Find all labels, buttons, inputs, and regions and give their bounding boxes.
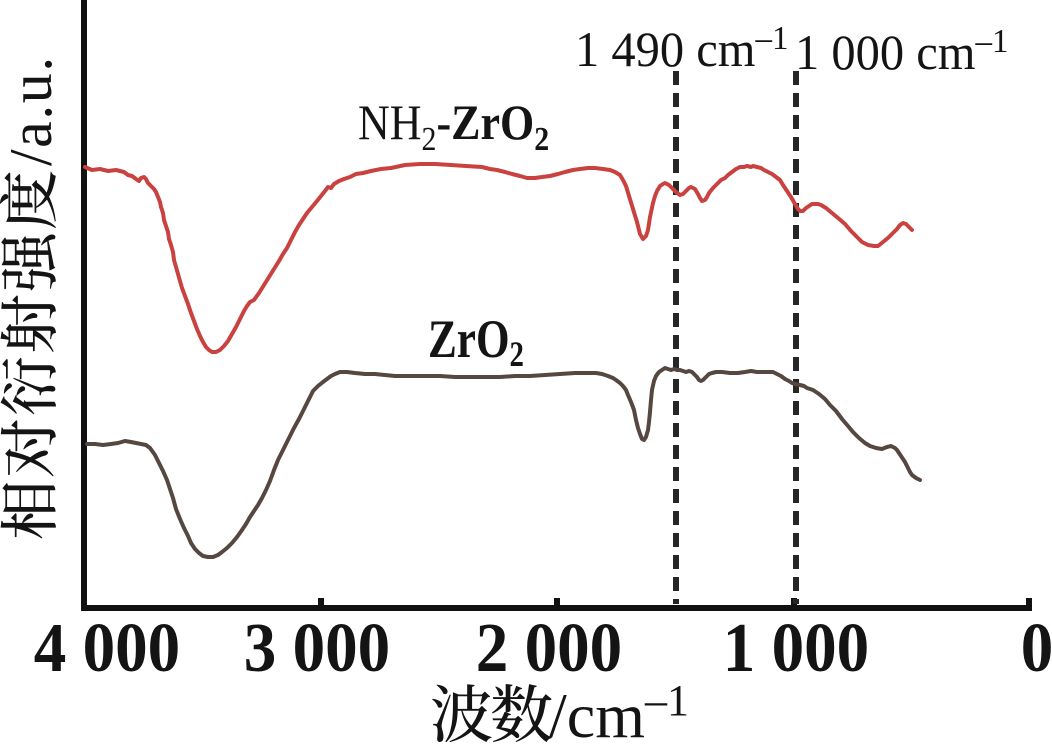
- svg-text:/a.u.: /a.u.: [0, 55, 64, 166]
- svg-text:1 000: 1 000: [723, 609, 869, 687]
- svg-text:2 000: 2 000: [476, 609, 622, 687]
- svg-text:NH2-ZrO2: NH2-ZrO2: [358, 95, 549, 157]
- svg-text:ZrO2: ZrO2: [428, 308, 524, 374]
- svg-text:3 000: 3 000: [244, 609, 390, 687]
- svg-text:1 490 cm–1: 1 490 cm–1: [575, 20, 788, 78]
- svg-text:0: 0: [1021, 609, 1052, 687]
- svg-text:1 000 cm–1: 1 000 cm–1: [795, 23, 1008, 81]
- svg-text:4 000: 4 000: [34, 609, 180, 687]
